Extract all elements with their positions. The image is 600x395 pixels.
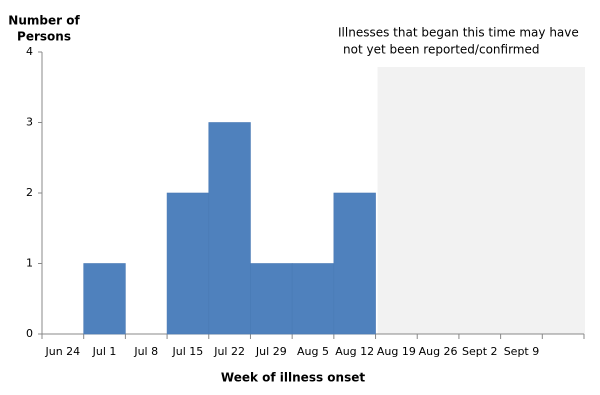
annotation: Illnesses that began this time may have <box>338 26 579 40</box>
y-tick-label: 3 <box>26 116 33 129</box>
bar <box>166 192 210 335</box>
x-tick-label: Jul 22 <box>213 345 245 358</box>
x-axis-title: Week of illness onset <box>221 371 365 385</box>
annotation: not yet been reported/confirmed <box>343 43 539 57</box>
x-tick-label: Sept 9 <box>504 345 540 358</box>
x-tick-label: Aug 19 <box>377 345 416 358</box>
x-tick-label: Sept 2 <box>462 345 498 358</box>
x-tick-label: Aug 26 <box>419 345 458 358</box>
bar <box>83 263 126 335</box>
x-tick-label: Aug 5 <box>297 345 329 358</box>
x-tick-label: Jul 29 <box>255 345 287 358</box>
y-tick-label: 0 <box>26 327 33 340</box>
y-tick-label: 1 <box>26 257 33 270</box>
bar <box>250 263 293 335</box>
x-tick-label: Jul 8 <box>133 345 158 358</box>
shaded-region <box>377 67 585 334</box>
y-tick-label: 4 <box>26 45 33 58</box>
y-axis-title: Persons <box>17 30 71 44</box>
x-tick-label: Jul 15 <box>172 345 204 358</box>
bar <box>208 122 251 335</box>
y-axis-title: Number of <box>8 14 80 28</box>
bar <box>333 192 376 335</box>
y-tick-label: 2 <box>26 186 33 199</box>
x-tick-label: Jun 24 <box>45 345 81 358</box>
bar <box>291 263 335 335</box>
x-tick-label: Jul 1 <box>92 345 117 358</box>
x-tick-label: Aug 12 <box>335 345 374 358</box>
